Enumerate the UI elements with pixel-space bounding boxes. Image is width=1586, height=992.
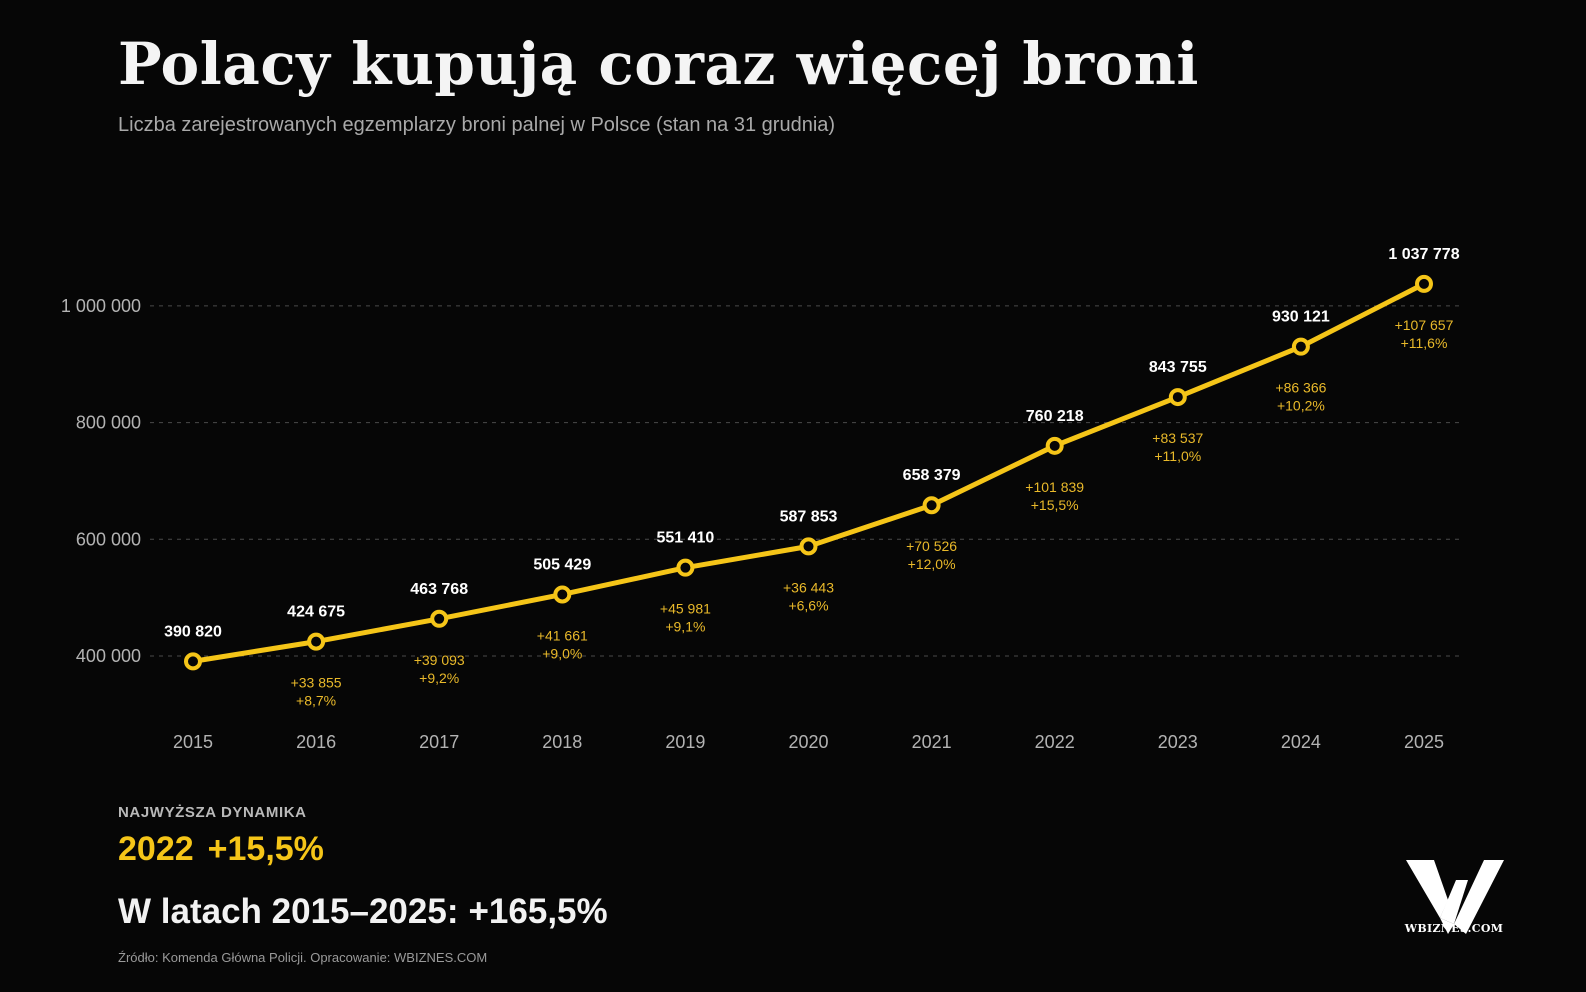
change-pct-label: +11,6% [1401, 335, 1448, 351]
x-tick-label: 2019 [665, 732, 705, 752]
change-abs-label: +70 526 [906, 538, 957, 554]
change-pct-label: +8,7% [296, 693, 336, 709]
x-tick-label: 2025 [1404, 732, 1444, 752]
value-label: 463 768 [410, 581, 468, 598]
change-abs-label: +86 366 [1275, 380, 1326, 396]
x-tick-label: 2018 [542, 732, 582, 752]
y-tick-label: 600 000 [76, 529, 141, 549]
data-point [184, 652, 202, 671]
change-pct-label: +9,0% [542, 645, 582, 661]
change-pct-label: +10,2% [1277, 398, 1325, 414]
chart-subtitle: Liczba zarejestrowanych egzemplarzy bron… [118, 114, 836, 136]
change-abs-label: +39 093 [414, 652, 465, 668]
change-pct-label: +9,1% [665, 619, 705, 635]
line-chart: 400 000 600 000 800 000 1 000 000 2015 2016 20… [61, 246, 1462, 752]
value-label: 587 853 [780, 508, 838, 525]
x-tick-label: 2020 [788, 732, 828, 752]
y-tick-label: 1 000 000 [61, 296, 141, 316]
value-label: 760 218 [1026, 408, 1084, 425]
value-label: 424 675 [287, 604, 345, 621]
highest-growth-caption: NAJWYŻSZA DYNAMIKA [118, 804, 307, 821]
chart-title: Polacy kupują coraz więcej broni [118, 30, 1199, 98]
total-growth-value: +165,5% [468, 892, 608, 931]
x-tick-label: 2024 [1281, 732, 1321, 752]
wbiznes-logo-icon [1406, 860, 1504, 934]
value-label: 658 379 [903, 467, 961, 484]
x-tick-label: 2016 [296, 732, 336, 752]
change-pct-label: +12,0% [908, 556, 956, 572]
value-label: 1 037 778 [1388, 246, 1459, 263]
change-abs-label: +45 981 [660, 601, 711, 617]
data-point [799, 537, 818, 556]
x-tick-label: 2022 [1035, 732, 1075, 752]
value-label: 505 429 [533, 556, 591, 573]
data-point [922, 496, 941, 515]
change-abs-label: +107 657 [1395, 317, 1454, 333]
change-pct-label: +11,0% [1154, 448, 1201, 464]
total-growth: W latach 2015–2025: +165,5% [118, 892, 618, 932]
data-point [676, 558, 695, 577]
highest-growth-value: +15,5% [207, 830, 324, 868]
value-label: 390 820 [164, 623, 222, 640]
x-tick-label: 2021 [912, 732, 952, 752]
highest-growth-year: 2022 [118, 830, 194, 868]
change-abs-label: +33 855 [291, 675, 342, 691]
change-abs-label: +101 839 [1025, 479, 1084, 495]
value-label: 930 121 [1272, 309, 1330, 326]
x-tick-label: 2017 [419, 732, 459, 752]
x-tick-label: 2023 [1158, 732, 1198, 752]
data-point [1291, 337, 1310, 356]
change-pct-label: +9,2% [419, 670, 459, 686]
change-abs-label: +83 537 [1152, 430, 1203, 446]
x-tick-label: 2015 [173, 732, 213, 752]
highest-growth: 2022 +15,5% [118, 830, 338, 869]
value-label: 551 410 [656, 530, 714, 547]
data-point [307, 632, 326, 651]
change-abs-label: +36 443 [783, 579, 834, 595]
data-point [430, 609, 449, 628]
y-tick-label: 800 000 [76, 413, 141, 433]
data-point [1045, 436, 1064, 455]
change-pct-label: +6,6% [788, 597, 828, 613]
total-growth-label: W latach 2015–2025: [118, 892, 459, 931]
y-tick-label: 400 000 [76, 646, 141, 666]
change-abs-label: +41 661 [537, 627, 588, 643]
data-point [553, 585, 572, 604]
value-label: 843 755 [1149, 359, 1207, 376]
logo-text: WBIZNES.COM [1404, 922, 1504, 935]
data-point [1415, 274, 1433, 293]
change-pct-label: +15,5% [1031, 497, 1079, 513]
source-note: Źródło: Komenda Główna Policji. Opracowa… [118, 950, 488, 965]
data-point [1168, 388, 1187, 407]
